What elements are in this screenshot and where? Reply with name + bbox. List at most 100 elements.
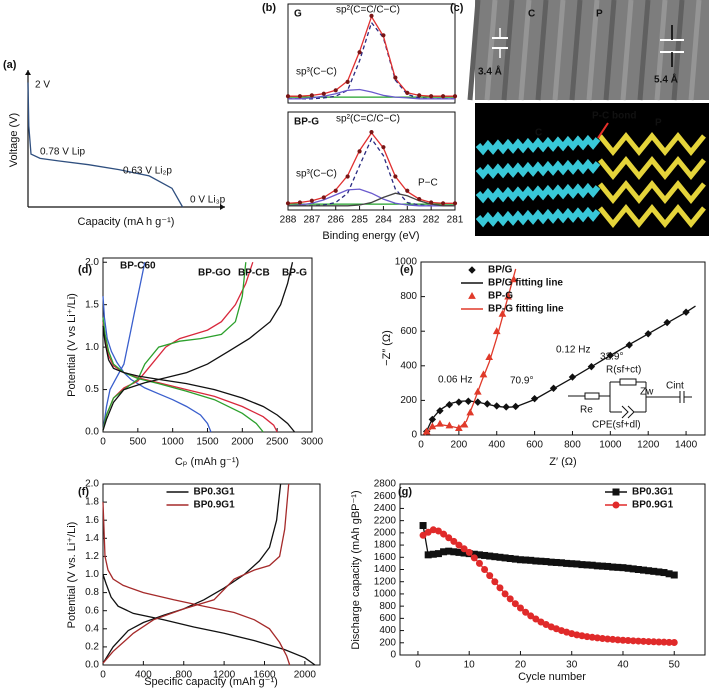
marker: [285, 94, 291, 99]
x-tick-label: 20: [515, 660, 527, 671]
x-axis-label: Capacity (mA h g⁻¹): [78, 216, 175, 228]
marker: [455, 541, 463, 549]
image-label: P: [596, 9, 603, 20]
x-axis-label: Specific capacity (mAh g⁻¹): [144, 676, 278, 688]
y-tick-label: 1000: [395, 257, 418, 268]
x-tick-label: 283: [399, 215, 416, 226]
y-tick-label: 0.5: [85, 384, 99, 395]
x-tick-label: 0: [100, 437, 106, 448]
y-tick-label: 1000: [374, 589, 397, 600]
x-tick-label: 1200: [213, 670, 236, 681]
x-tick-label: 2000: [294, 670, 317, 681]
lattice-fringe: [586, 0, 600, 101]
y-tick-label: 1.0: [85, 342, 99, 353]
marker: [309, 198, 314, 203]
y-tick-label: 1400: [374, 564, 397, 575]
y-axis-label: Potential (V vs Li⁺/Li): [66, 293, 78, 397]
y-tick-label: 1.2: [85, 551, 99, 562]
lattice-fringe: [603, 0, 617, 101]
legend-label: BP-G: [488, 291, 513, 302]
marker: [612, 488, 620, 496]
annotation: Re: [580, 405, 593, 416]
y-tick-label: 2800: [374, 479, 397, 490]
x-tick-label: 500: [129, 437, 146, 448]
x-tick-label: 30: [566, 660, 578, 671]
legend-item: BP/G fitting line: [461, 278, 563, 289]
x-tick-label: 200: [451, 440, 468, 451]
y-tick-label: 800: [379, 601, 396, 612]
legend-item: BP0.3G1: [166, 487, 236, 498]
marker: [381, 33, 386, 38]
marker: [440, 94, 446, 99]
image-label: 5.4 Å: [654, 73, 678, 86]
y-tick-label: 2.0: [85, 257, 99, 268]
marker: [501, 590, 509, 598]
graphene-layer: [475, 182, 601, 204]
y-tick-label: 1800: [374, 540, 397, 551]
graphene-layer: [475, 134, 601, 156]
series-line: [102, 262, 212, 433]
annotation: Cint: [666, 381, 684, 392]
marker: [405, 188, 410, 193]
x-tick-label: 3000: [301, 437, 324, 448]
marker: [321, 91, 326, 96]
marker: [345, 79, 350, 84]
marker: [496, 584, 504, 592]
legend-label: BP0.3G1: [194, 487, 236, 498]
graphene-layer: [475, 158, 601, 180]
marker: [434, 527, 442, 535]
series-line: [288, 137, 455, 207]
x-tick-label: 0: [418, 440, 424, 451]
x-tick-label: 282: [423, 215, 440, 226]
marker: [440, 530, 448, 538]
legend-item: BP-G: [468, 291, 513, 302]
x-tick-label: 281: [447, 215, 464, 226]
marker: [345, 174, 350, 179]
marker: [491, 578, 499, 586]
y-tick-label: 1.5: [85, 299, 99, 310]
marker: [393, 75, 398, 80]
annotation: sp²(C=C/C−C): [336, 114, 400, 125]
series-line: [424, 305, 696, 436]
y-tick-label: 2000: [374, 527, 397, 538]
series-line: [288, 192, 455, 207]
x-tick-label: 400: [488, 440, 505, 451]
y-axis-label: Discharge capacity (mAh gBP⁻¹): [350, 490, 362, 649]
x-axis-label: Cₚ (mAh g⁻¹): [175, 456, 239, 468]
marker: [417, 93, 422, 98]
marker: [465, 548, 473, 556]
marker: [532, 615, 540, 623]
phosphorene-layer: [598, 204, 706, 228]
y-axis-label: Potential (V vs. Li⁺/Li): [66, 522, 78, 629]
marker: [516, 604, 524, 612]
y-tick-label: 600: [400, 326, 417, 337]
plot-frame: [287, 3, 456, 104]
legend-label: BP0.9G1: [632, 500, 674, 511]
image-label: P: [655, 118, 662, 129]
legend-label: BP0.3G1: [632, 487, 674, 498]
y-tick-label: 0.6: [85, 605, 99, 616]
y-tick-label: 0: [390, 650, 396, 661]
x-tick-label: 288: [280, 215, 297, 226]
marker: [333, 188, 338, 193]
lattice-fringe: [501, 0, 515, 101]
series-line: [102, 262, 264, 433]
lattice-fringe: [569, 0, 583, 101]
y-tick-label: 0.8: [85, 587, 99, 598]
marker: [527, 612, 535, 620]
x-tick-label: 1200: [637, 440, 660, 451]
series-label: BP-C60: [120, 261, 156, 272]
marker: [297, 94, 303, 99]
x-tick-label: 287: [304, 215, 321, 226]
panel-label: (b): [262, 2, 276, 14]
marker: [309, 93, 314, 98]
x-axis-label: Cycle number: [518, 671, 586, 683]
marker: [440, 201, 446, 206]
annotation: 2 V: [35, 80, 50, 91]
annotation: 0.78 V Lip: [40, 147, 85, 158]
marker: [481, 566, 489, 573]
x-tick-label: 2500: [266, 437, 289, 448]
x-tick-label: 1600: [253, 670, 276, 681]
axis-arrow: [220, 204, 225, 210]
